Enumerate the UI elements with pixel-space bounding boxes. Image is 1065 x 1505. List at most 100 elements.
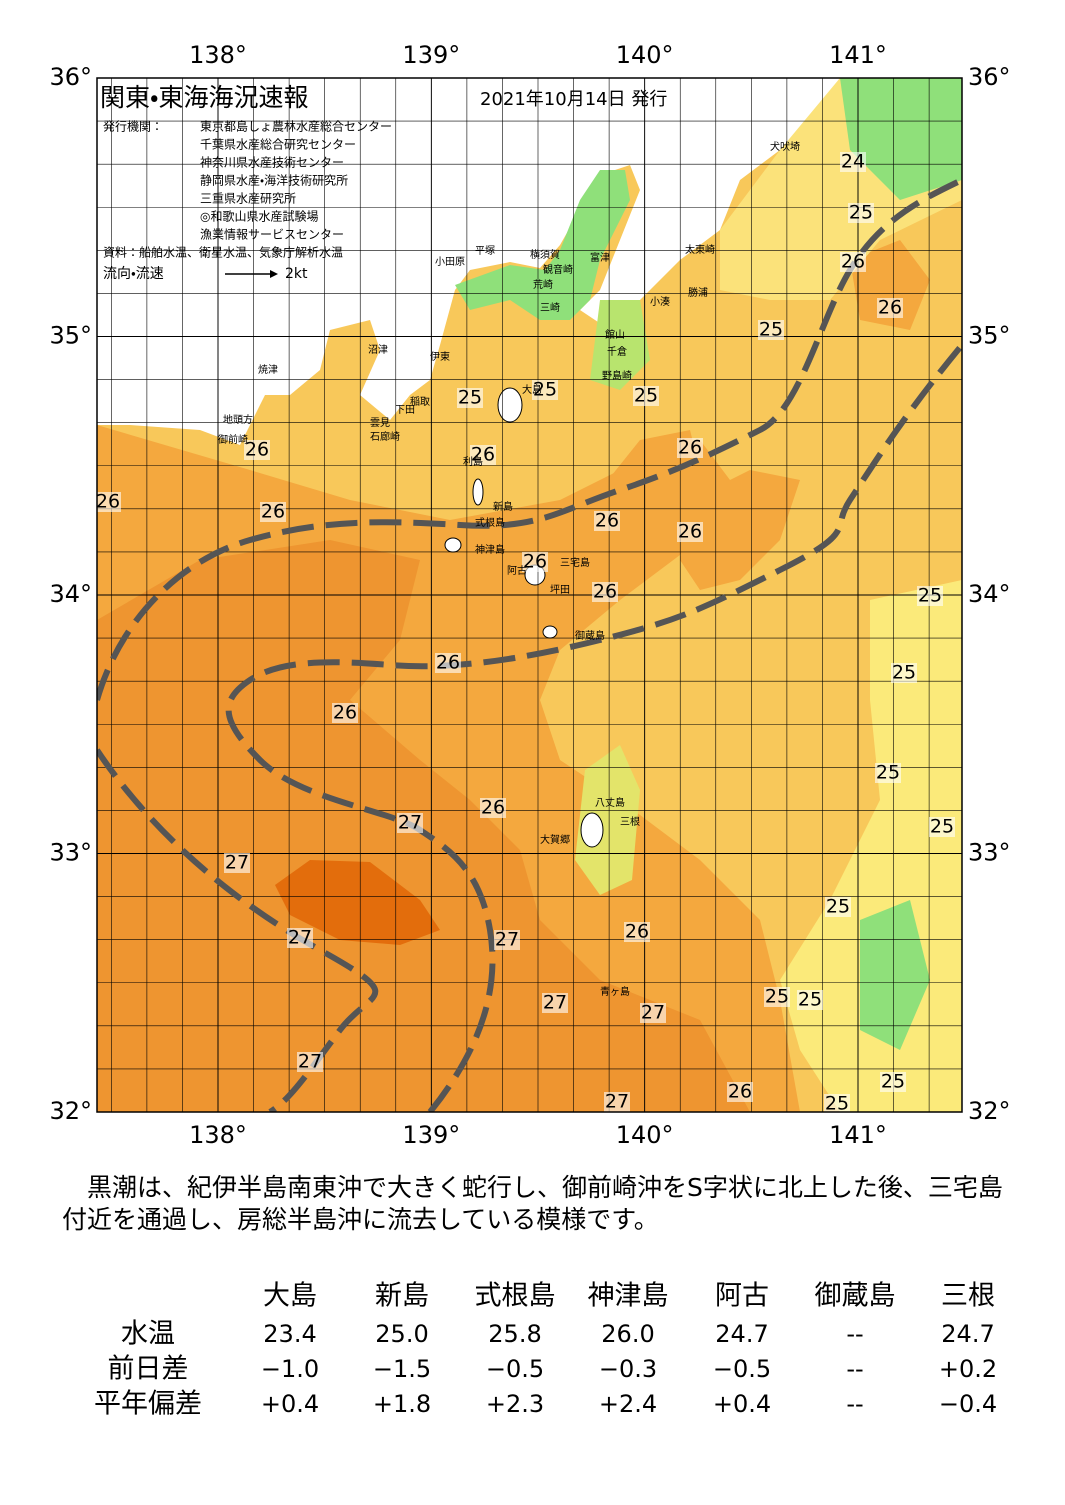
issuer: ◎和歌山県水産試験場	[200, 209, 318, 224]
column-header: 大島	[263, 1281, 317, 1312]
kuroshio	[97, 177, 962, 1112]
place-name: 観音崎	[543, 263, 573, 276]
contour-label: 27	[298, 1051, 322, 1073]
place-name: 焼津	[258, 364, 278, 376]
place-name: 式根島	[475, 516, 505, 529]
cell: +2.4	[599, 1390, 657, 1418]
place-name: 富津	[590, 251, 610, 264]
contour-label: 27	[605, 1091, 629, 1113]
issuer-label: 発行機関：	[103, 120, 163, 134]
cell: +2.3	[486, 1390, 544, 1418]
grid	[97, 78, 962, 1112]
title: 関東・東海海況速報	[100, 83, 309, 112]
contour-label-bg	[764, 987, 790, 1007]
place-name: 阿古	[507, 564, 527, 577]
contour-label-bg	[542, 993, 568, 1013]
kuroshio-path	[97, 748, 379, 1112]
map-header: 関東・東海海況速報 2021年10月14日 発行 発行機関： 資料：船舶水温、衛…	[100, 83, 667, 282]
contour-label: 25	[825, 1093, 849, 1115]
cell: +1.8	[373, 1390, 431, 1418]
contour-label-bg	[917, 586, 943, 606]
cell: 25.8	[488, 1320, 541, 1348]
place-name: 新島	[493, 500, 513, 513]
cell: --	[846, 1320, 863, 1348]
place-name: 大島	[522, 383, 542, 396]
lon-label: 138°	[189, 1121, 247, 1149]
contour-label: 26	[678, 521, 702, 543]
hottest-water	[275, 860, 440, 945]
flow-scale: 2kt	[285, 266, 308, 282]
place-name: 御蔵島	[575, 629, 605, 642]
row-label: 前日差	[108, 1354, 189, 1385]
cell: −1.0	[261, 1355, 319, 1383]
contour-label: 26	[333, 702, 357, 724]
lat-label: 36°	[968, 63, 1011, 91]
contour-label: 26	[678, 437, 702, 459]
row-label: 平年偏差	[94, 1389, 202, 1420]
issuer: 神奈川県水産技術センター	[200, 155, 344, 170]
cell: −1.5	[373, 1355, 431, 1383]
lat-label: 32°	[49, 1097, 92, 1125]
place-name: 勝浦	[688, 286, 708, 299]
contour-label: 27	[398, 812, 422, 834]
contour-label-bg	[624, 922, 650, 942]
contour-label-bg	[244, 440, 270, 460]
contour-label-bg	[848, 203, 874, 223]
lat-label: 34°	[968, 580, 1011, 608]
source: 資料：船舶水温、衛星水温、気象庁解析水温	[103, 245, 343, 260]
contour-label-bg	[594, 511, 620, 531]
contour-label: 26	[96, 491, 120, 513]
lat-label: 34°	[49, 580, 92, 608]
contour-label: 25	[892, 662, 916, 684]
lon-label: 140°	[616, 41, 674, 69]
flow-arrow-head	[270, 270, 278, 278]
contour-label: 25	[798, 989, 822, 1011]
contour-label-bg	[633, 386, 659, 406]
place-name: 太東崎	[685, 243, 715, 256]
column-header: 式根島	[475, 1281, 556, 1312]
contour-label-bg	[840, 252, 866, 272]
contour-label-bg	[640, 1003, 666, 1023]
contour-label-bg	[824, 1094, 850, 1112]
contour-label: 26	[245, 439, 269, 461]
contour-label: 26	[593, 581, 617, 603]
place-name: 三崎	[540, 301, 560, 314]
contour-label-bg	[727, 1082, 753, 1102]
place-name: 地頭方	[223, 413, 253, 426]
lon-label: 139°	[402, 41, 460, 69]
contour-label: 25	[634, 385, 658, 407]
lon-label: 138°	[189, 41, 247, 69]
contour-label-bg	[840, 152, 866, 172]
warmer-water	[97, 540, 750, 1112]
place-name: 沼津	[368, 343, 388, 356]
column-header: 神津島	[588, 1281, 669, 1312]
contour-label-bg	[494, 930, 520, 950]
issue-date: 2021年10月14日 発行	[480, 89, 667, 110]
degree-labels: 138° 138° 139° 139° 140° 140° 141° 141° 36° 36° 35…	[49, 41, 1010, 1149]
cell: +0.2	[939, 1355, 997, 1383]
coastal-water	[840, 78, 962, 200]
column-header: 阿古	[715, 1281, 769, 1312]
contour-label-bg	[929, 817, 955, 837]
contour-label-bg	[224, 853, 250, 873]
contour-label: 26	[481, 797, 505, 819]
contour-label-bg	[797, 990, 823, 1010]
place-name: 三宅島	[560, 556, 590, 569]
island	[444, 537, 462, 553]
island	[580, 812, 604, 848]
contour-label: 25	[918, 585, 942, 607]
contour-label: 26	[523, 551, 547, 573]
contour-label: 27	[543, 992, 567, 1014]
contour-label-bg	[435, 653, 461, 673]
column-header: 御蔵島	[815, 1281, 896, 1312]
issuer: 漁業情報サービスセンター	[200, 228, 344, 242]
lon-label: 141°	[829, 41, 887, 69]
cell: −0.3	[599, 1355, 657, 1383]
contour-label-bg	[397, 813, 423, 833]
contour-label-bg	[875, 763, 901, 783]
island	[497, 387, 523, 423]
contour-label: 26	[471, 444, 495, 466]
coastal-water	[860, 900, 930, 1050]
